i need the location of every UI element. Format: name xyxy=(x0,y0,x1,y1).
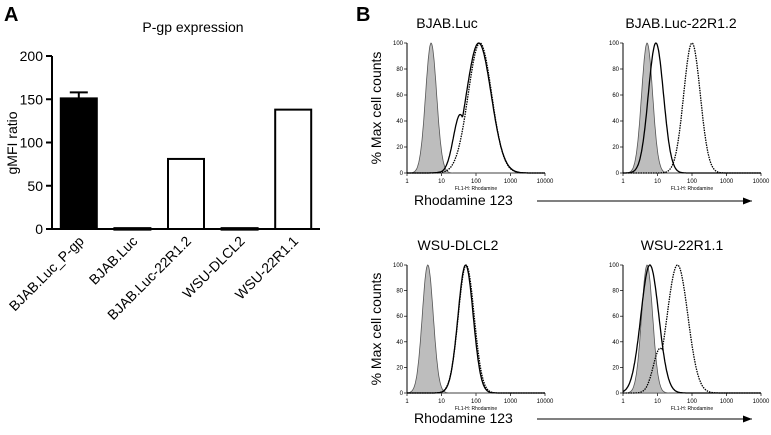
bar-y-tick-label: 100 xyxy=(20,135,44,151)
hist-y-tick-label: 0 xyxy=(616,171,620,177)
hist-y-tick-label: 60 xyxy=(612,314,619,320)
hist-x-tick-label: 100 xyxy=(687,399,698,405)
arrow-head-icon xyxy=(743,415,752,423)
hist-y-tick-label: 100 xyxy=(609,41,620,47)
hist-y-tick-label: 60 xyxy=(396,314,403,320)
hist-x-tick-label: 1000 xyxy=(720,399,734,405)
dotted-histogram xyxy=(407,264,545,394)
hist-x-tick-label: 1000 xyxy=(504,179,518,185)
hist-y-tick-label: 20 xyxy=(396,365,403,371)
hist-x-tick-label: 1000 xyxy=(720,179,734,185)
histogram-title: BJAB.Luc xyxy=(416,15,477,31)
panel-a-label: A xyxy=(4,4,18,26)
hist-x-tick-label: 10 xyxy=(438,179,445,185)
hist-y-tick-label: 100 xyxy=(393,263,404,269)
histogram-panel: BJAB.Luc-22R1.2 0 20 40 60 80 100 1 10 100 1000 100… xyxy=(537,15,770,205)
hist-x-tick-label: 10000 xyxy=(753,399,770,405)
hist-x-tick-label: 1 xyxy=(405,179,409,185)
hist-x-tick-label: 100 xyxy=(687,179,698,185)
solid-histogram xyxy=(622,264,761,394)
histogram-panel: BJAB.Luc 0 20 40 60 80 100 1 10 100 1000 10000 FL1-H… xyxy=(368,15,554,208)
bar-chart: P-gp expression gMFI ratio 050100150200 … xyxy=(4,19,320,323)
hist-y-axis-label: % Max cell counts xyxy=(368,52,384,165)
hist-x-tick-label: 1 xyxy=(621,179,625,185)
hist-x-tick-label: 10000 xyxy=(537,179,554,185)
hist-y-tick-label: 80 xyxy=(396,67,403,73)
arrow-head-icon xyxy=(743,197,752,205)
hist-x-tick-label: 100 xyxy=(471,399,482,405)
bar xyxy=(220,227,259,231)
hist-x-tick-label: 1 xyxy=(405,399,409,405)
histogram-panel: WSU-DLCL2 0 20 40 60 80 100 1 10 100 1000 10000 FL1-… xyxy=(368,237,554,426)
hist-y-tick-label: 60 xyxy=(612,93,619,99)
hist-y-tick-label: 80 xyxy=(396,289,403,295)
bar-chart-title: P-gp expression xyxy=(142,19,243,35)
dotted-histogram xyxy=(623,42,761,174)
hist-inner-x-label: FL1-H: Rhodamine xyxy=(671,406,713,412)
hist-y-tick-label: 100 xyxy=(393,41,404,47)
bar-y-axis-label: gMFI ratio xyxy=(4,111,20,174)
dotted-histogram xyxy=(407,42,545,174)
isotype-control-histogram xyxy=(623,42,761,174)
hist-x-axis-label: Rhodamine 123 xyxy=(414,192,513,208)
dotted-histogram xyxy=(623,264,761,394)
hist-y-tick-label: 0 xyxy=(400,171,404,177)
bar xyxy=(274,108,313,230)
panel-b-label: B xyxy=(356,4,370,26)
hist-y-axis-label: % Max cell counts xyxy=(368,273,384,386)
hist-y-tick-label: 20 xyxy=(612,145,619,151)
histogram-title: WSU-22R1.1 xyxy=(641,237,724,253)
bar-y-tick-label: 0 xyxy=(35,221,43,237)
hist-inner-x-label: FL1-H: Rhodamine xyxy=(671,186,713,192)
bar xyxy=(59,97,98,231)
histogram-title: BJAB.Luc-22R1.2 xyxy=(625,15,736,31)
histogram-panel: WSU-22R1.1 0 20 40 60 80 100 1 10 100 1000 10000 FL1… xyxy=(537,237,770,423)
bar-y-tick-label: 150 xyxy=(20,91,44,107)
histogram-title: WSU-DLCL2 xyxy=(418,237,499,253)
hist-y-tick-label: 60 xyxy=(396,93,403,99)
isotype-control-histogram xyxy=(407,42,545,174)
hist-x-axis-label: Rhodamine 123 xyxy=(414,410,513,426)
hist-y-tick-label: 80 xyxy=(612,289,619,295)
hist-y-tick-label: 100 xyxy=(609,263,620,269)
hist-y-tick-label: 0 xyxy=(616,391,620,397)
bar-y-tick-label: 200 xyxy=(20,48,44,64)
hist-x-tick-label: 1 xyxy=(621,399,625,405)
bar xyxy=(167,157,205,230)
hist-y-tick-label: 40 xyxy=(396,340,403,346)
hist-y-tick-label: 0 xyxy=(400,391,404,397)
hist-y-tick-label: 20 xyxy=(396,145,403,151)
hist-y-tick-label: 40 xyxy=(612,119,619,125)
hist-y-tick-label: 40 xyxy=(612,340,619,346)
bar-category-label: BJAB.Luc xyxy=(86,233,141,288)
hist-inner-x-label: FL1-H: Rhodamine xyxy=(455,186,497,192)
hist-x-tick-label: 10 xyxy=(438,399,445,405)
bar xyxy=(113,227,152,231)
hist-y-tick-label: 40 xyxy=(396,119,403,125)
hist-inner-x-label: FL1-H: Rhodamine xyxy=(455,406,497,412)
hist-x-tick-label: 10000 xyxy=(537,399,554,405)
hist-x-tick-label: 10 xyxy=(654,399,661,405)
isotype-control-histogram xyxy=(623,264,761,394)
bar-y-tick-label: 50 xyxy=(27,178,43,194)
hist-x-tick-label: 100 xyxy=(471,179,482,185)
bar-category-label: BJAB.Luc_P-gp xyxy=(6,233,87,314)
hist-y-tick-label: 80 xyxy=(612,67,619,73)
hist-x-tick-label: 10 xyxy=(654,179,661,185)
hist-x-tick-label: 1000 xyxy=(504,399,518,405)
hist-y-tick-label: 20 xyxy=(612,365,619,371)
hist-x-tick-label: 10000 xyxy=(753,179,770,185)
